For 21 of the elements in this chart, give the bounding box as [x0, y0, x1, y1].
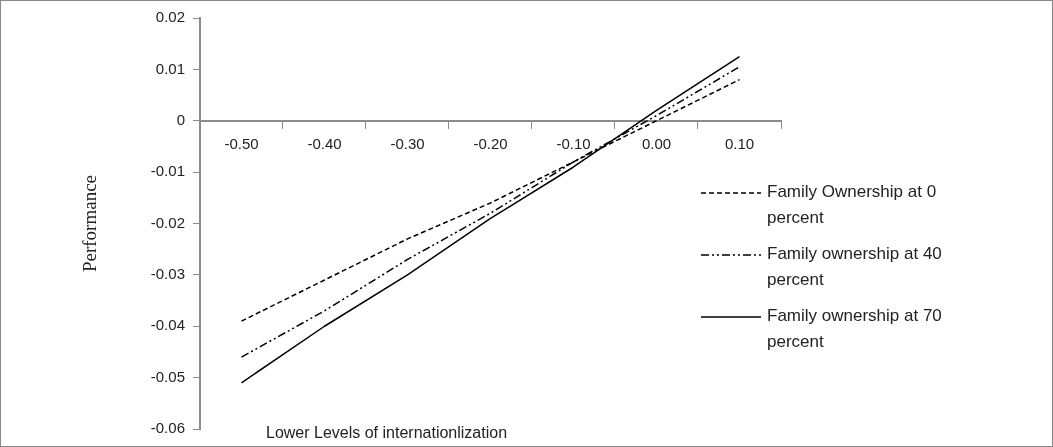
x-tick-label: -0.10	[556, 134, 591, 152]
x-axis-title: Lower Levels of internationlization	[266, 424, 508, 442]
x-tick-label: -0.20	[473, 134, 508, 152]
x-tick-label: -0.50	[224, 134, 259, 152]
y-tick-label: 0.02	[155, 8, 185, 26]
x-tick-label: 0.10	[724, 134, 755, 152]
y-tick-label: -0.06	[150, 419, 185, 437]
y-tick-label: -0.03	[150, 265, 185, 283]
legend-label: Family ownership at 70 percent	[767, 305, 943, 353]
x-tick-label: -0.40	[307, 134, 342, 152]
y-axis-title: Performance	[79, 174, 101, 273]
legend-label: Family ownership at 40 percent	[767, 243, 943, 291]
x-tick-label: 0.00	[641, 134, 672, 152]
y-tick-label: -0.04	[150, 316, 185, 334]
y-tick-label: -0.02	[150, 213, 185, 231]
y-tick-label: 0.01	[155, 59, 185, 77]
x-tick-label: -0.30	[390, 134, 425, 152]
y-tick-label: -0.01	[150, 162, 185, 180]
legend-label: Family Ownership at 0 percent	[767, 181, 938, 229]
y-tick-label: -0.05	[150, 367, 185, 385]
y-tick-label: 0	[176, 110, 185, 128]
